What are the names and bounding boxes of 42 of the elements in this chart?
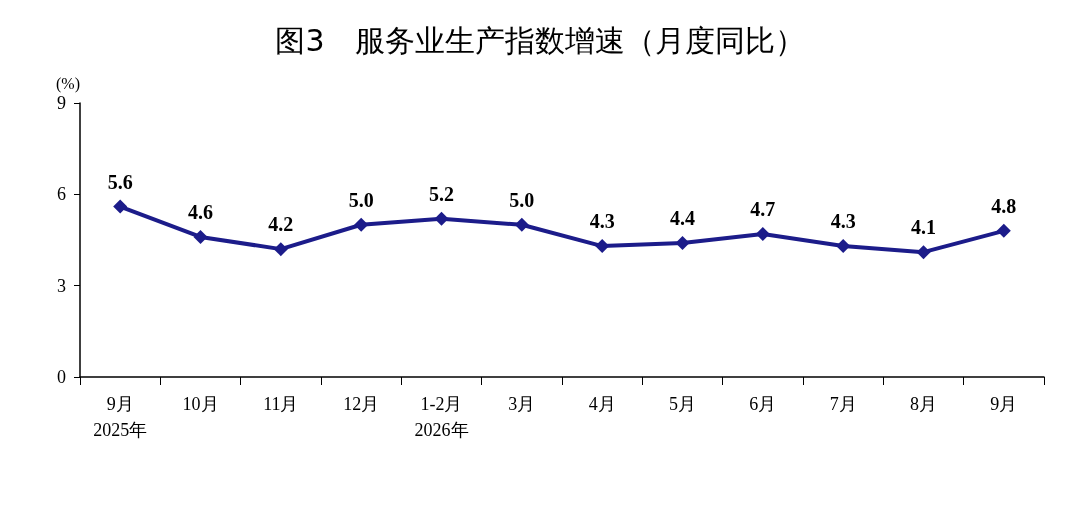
data-label: 5.0 (348, 188, 374, 211)
point (755, 226, 770, 241)
data-label: 5.2 (429, 182, 454, 205)
data-label: 4.1 (911, 216, 936, 239)
data-label: 4.6 (188, 200, 213, 223)
data-label: 4.4 (670, 207, 695, 230)
point (273, 242, 288, 257)
x-tick-label: 9月 2025年 (93, 394, 148, 440)
y-axis-title: (%) (56, 74, 80, 93)
y-tick-label: 3 (57, 275, 66, 296)
x-tick-label: 4月 (588, 394, 616, 414)
y-tick-label: 9 (57, 93, 66, 113)
point (836, 239, 851, 254)
point (916, 245, 931, 260)
data-label: 4.7 (750, 197, 776, 220)
point (434, 211, 449, 226)
x-tick-label: 1-2月 2026年 (414, 394, 469, 440)
x-tick-label: 6月 (749, 394, 777, 414)
data-label: 4.2 (268, 213, 294, 236)
point (514, 217, 529, 232)
y-tick-label: 6 (57, 184, 66, 205)
x-tick-label: 8月 (910, 394, 937, 414)
x-tick-label: 10月 (182, 394, 219, 414)
point (193, 229, 208, 244)
point (675, 236, 690, 251)
x-tick-label: 9月 (990, 394, 1018, 414)
x-tick-label: 5月 (669, 394, 696, 414)
y-tick-label: 0 (57, 367, 66, 387)
data-label: 4.3 (589, 210, 615, 233)
point (996, 223, 1011, 238)
x-tick-label: 12月 (343, 394, 380, 414)
data-label: 4.8 (991, 194, 1017, 217)
chart-title: 图3 服务业生产指数增速（月度同比） (275, 22, 805, 58)
point (595, 239, 610, 254)
x-tick-label: 3月 (508, 394, 536, 414)
data-label: 4.3 (830, 210, 856, 233)
point (113, 199, 128, 214)
x-tick-label: 7月 (829, 394, 857, 414)
data-label: 5.6 (107, 170, 133, 193)
data-label: 5.0 (509, 188, 535, 211)
x-tick-label: 11月 (263, 394, 299, 414)
point (354, 217, 369, 232)
